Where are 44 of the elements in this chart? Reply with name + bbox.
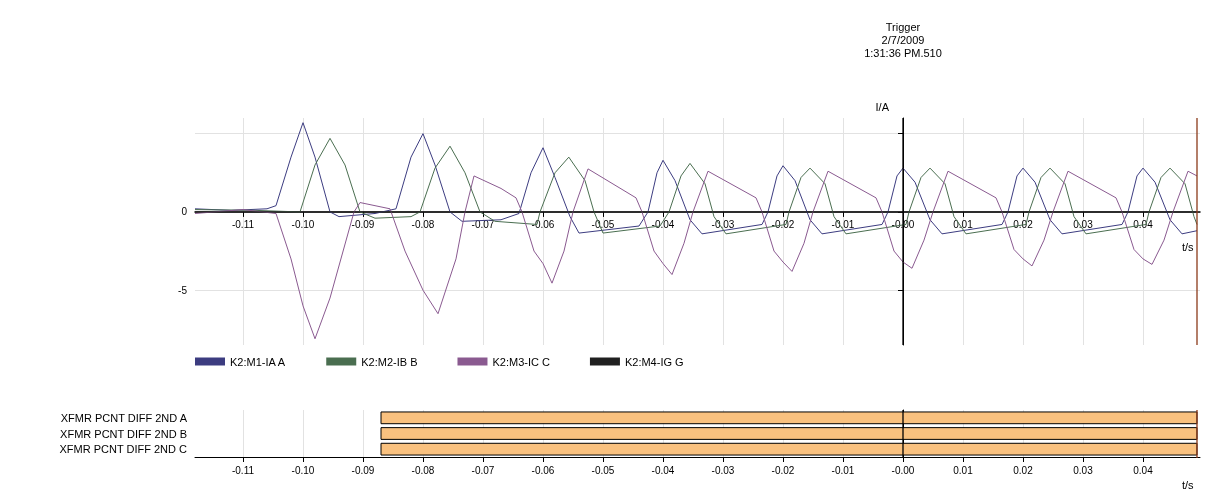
x-tick-label: -0.04 <box>651 219 675 231</box>
y-axis-title: I/A <box>875 100 890 113</box>
y-tick-label: XFMR PCNT DIFF 2ND B <box>60 427 187 440</box>
x-tick-label: -0.01 <box>831 464 855 476</box>
x-tick-label: -0.05 <box>591 464 615 476</box>
y-tick-label: XFMR PCNT DIFF 2ND C <box>59 443 188 456</box>
x-tick-label: 0.02 <box>1013 464 1034 476</box>
x-tick-label: -0.00 <box>891 464 915 476</box>
legend-label: K2:M1-IA A <box>230 355 286 368</box>
x-axis-title: t/s <box>1182 478 1195 490</box>
x-tick-label: -0.10 <box>291 464 315 476</box>
x-tick-label: -0.06 <box>531 219 555 231</box>
x-tick-label: 0.04 <box>1133 464 1154 476</box>
x-tick-label: -0.04 <box>651 464 675 476</box>
x-tick-label: -0.08 <box>411 219 435 231</box>
x-tick-label: -0.09 <box>351 219 375 231</box>
x-tick-label: -0.07 <box>471 464 495 476</box>
x-tick-label: 0.03 <box>1073 219 1094 231</box>
x-tick-label: 0.02 <box>1013 219 1034 231</box>
x-tick-label: -0.07 <box>471 219 495 231</box>
legend-label: K2:M2-IB B <box>361 355 418 368</box>
y-tick-label: 0 <box>181 206 188 218</box>
x-tick-label: -0.10 <box>291 219 315 231</box>
x-tick-label: -0.03 <box>711 219 735 231</box>
x-tick-label: -0.06 <box>531 464 555 476</box>
x-tick-label: 0.04 <box>1133 219 1154 231</box>
x-tick-label: -0.03 <box>711 464 735 476</box>
x-tick-label: -0.05 <box>591 219 615 231</box>
x-tick-label: -0.08 <box>411 464 435 476</box>
x-tick-label: -0.02 <box>771 464 795 476</box>
legend-label: K2:M3-IC C <box>492 355 550 368</box>
x-axis-title: t/s <box>1182 241 1195 254</box>
x-tick-label: -0.11 <box>231 464 255 476</box>
x-tick-label: -0.11 <box>231 219 255 231</box>
y-tick-label: -5 <box>178 284 188 296</box>
x-tick-label: -0.02 <box>771 219 795 231</box>
text: Trigger 2/7/2009 1:31:36 PM.510 <box>864 20 942 59</box>
x-tick-label: 0.03 <box>1073 464 1094 476</box>
x-tick-label: 0.01 <box>953 219 974 231</box>
x-tick-label: 0.01 <box>953 464 974 476</box>
y-tick-label: XFMR PCNT DIFF 2ND A <box>60 411 188 424</box>
x-tick-label: -0.09 <box>351 464 375 476</box>
x-tick-label: -0.01 <box>831 219 855 231</box>
legend-label: K2:M4-IG G <box>624 355 684 368</box>
